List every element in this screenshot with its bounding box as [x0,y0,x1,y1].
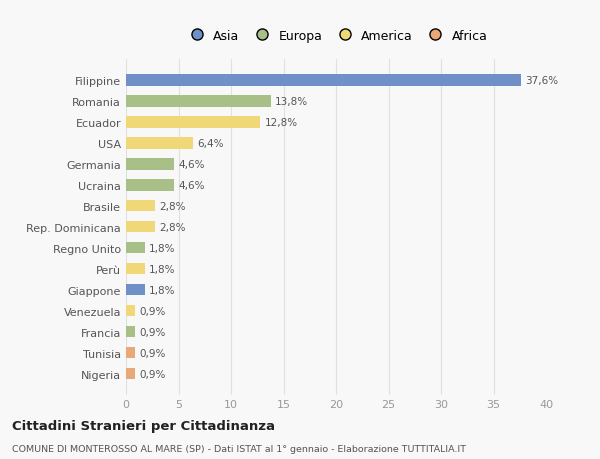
Text: 0,9%: 0,9% [140,306,166,316]
Bar [126,201,155,212]
Text: 4,6%: 4,6% [179,159,205,169]
Bar [126,305,136,317]
Text: 2,8%: 2,8% [160,202,186,211]
Text: 1,8%: 1,8% [149,243,176,253]
Bar [126,117,260,128]
Bar [126,96,271,107]
Bar [126,368,136,380]
Text: 37,6%: 37,6% [525,76,558,86]
Text: 13,8%: 13,8% [275,96,308,106]
Text: 4,6%: 4,6% [179,180,205,190]
Bar [126,242,145,254]
Bar [126,263,145,275]
Text: 0,9%: 0,9% [140,348,166,358]
Bar [126,75,521,86]
Legend: Asia, Europa, America, Africa: Asia, Europa, America, Africa [181,26,491,46]
Bar [126,347,136,358]
Text: 2,8%: 2,8% [160,222,186,232]
Bar [126,159,175,170]
Text: 0,9%: 0,9% [140,327,166,337]
Text: 1,8%: 1,8% [149,285,176,295]
Text: 1,8%: 1,8% [149,264,176,274]
Bar [126,326,136,338]
Bar [126,179,175,191]
Text: 6,4%: 6,4% [197,139,224,148]
Text: 12,8%: 12,8% [265,118,298,128]
Bar [126,284,145,296]
Bar [126,138,193,149]
Text: 0,9%: 0,9% [140,369,166,379]
Bar [126,221,155,233]
Text: COMUNE DI MONTEROSSO AL MARE (SP) - Dati ISTAT al 1° gennaio - Elaborazione TUTT: COMUNE DI MONTEROSSO AL MARE (SP) - Dati… [12,444,466,453]
Text: Cittadini Stranieri per Cittadinanza: Cittadini Stranieri per Cittadinanza [12,419,275,432]
